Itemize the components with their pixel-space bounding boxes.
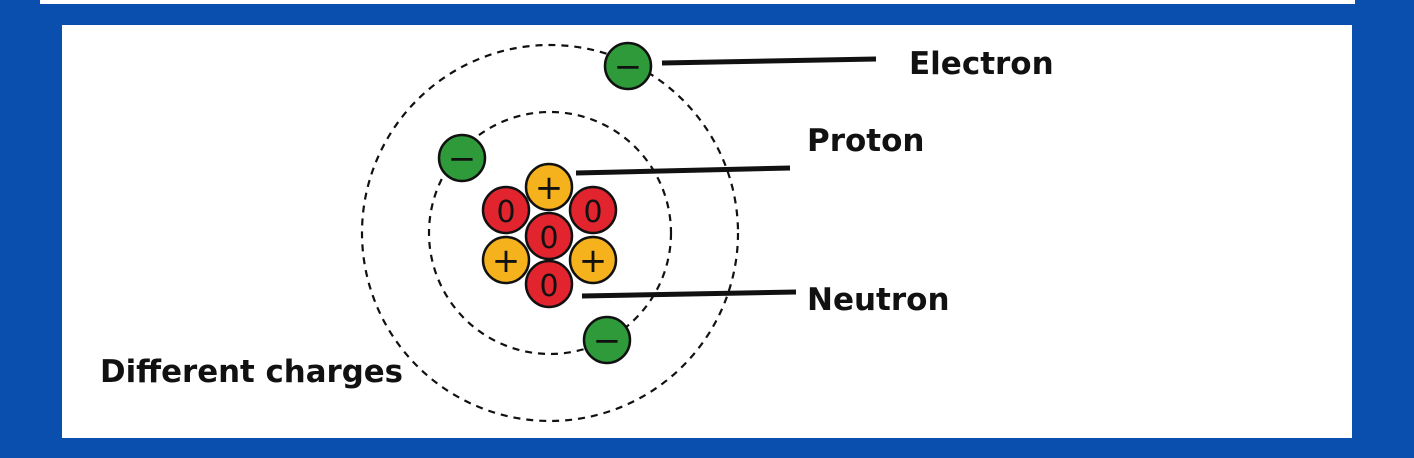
svg-text:−: − [614, 47, 643, 87]
electron-particle: − [582, 315, 632, 365]
svg-text:0: 0 [539, 269, 558, 304]
electron-leader-line [661, 56, 877, 66]
neutron-particle: 0 [524, 259, 574, 309]
neutron-label: Neutron [807, 282, 950, 318]
electron-particle: − [437, 133, 487, 183]
svg-text:0: 0 [583, 195, 602, 230]
svg-text:+: + [579, 241, 608, 281]
svg-text:0: 0 [496, 195, 515, 230]
svg-text:+: + [535, 168, 564, 208]
neutron-particle: 0 [524, 211, 574, 261]
top-border-strip [40, 0, 1355, 4]
caption-label: Different charges [100, 354, 403, 390]
inner-orbit [427, 110, 673, 356]
proton-particle: + [568, 235, 618, 285]
electron-label: Electron [909, 46, 1054, 82]
neutron-particle: 0 [481, 185, 531, 235]
svg-text:+: + [492, 241, 521, 281]
outer-orbit [360, 43, 740, 423]
svg-text:−: − [593, 321, 622, 361]
proton-particle: + [481, 235, 531, 285]
neutron-leader-line [581, 289, 797, 299]
electron-particle: − [603, 41, 653, 91]
proton-leader-line [575, 165, 791, 176]
diagram-panel [62, 25, 1352, 438]
svg-text:−: − [448, 139, 477, 179]
proton-label: Proton [807, 123, 925, 159]
svg-text:0: 0 [539, 221, 558, 256]
neutron-particle: 0 [568, 185, 618, 235]
proton-particle: + [524, 162, 574, 212]
